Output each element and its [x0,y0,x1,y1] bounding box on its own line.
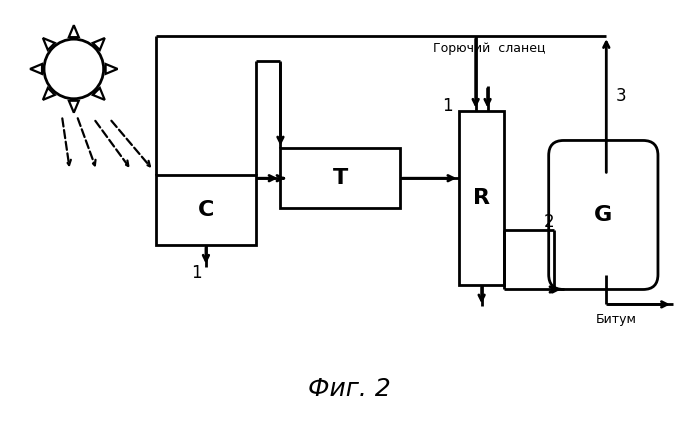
Circle shape [44,39,103,99]
Polygon shape [69,25,79,37]
Text: Битум: Битум [595,313,637,326]
FancyBboxPatch shape [549,140,658,289]
Polygon shape [43,38,55,50]
Text: 2: 2 [543,213,554,231]
Polygon shape [105,64,117,74]
Polygon shape [93,88,105,100]
Text: Горючий  сланец: Горючий сланец [433,41,545,55]
Text: Фиг. 2: Фиг. 2 [308,377,390,401]
Text: R: R [473,187,490,208]
Text: G: G [594,205,612,225]
Polygon shape [69,101,79,113]
Bar [459,111,504,285]
Text: 3: 3 [616,87,627,105]
Text: T: T [332,168,348,188]
Polygon shape [93,38,105,50]
Polygon shape [43,88,55,100]
Polygon shape [30,64,42,74]
Text: C: C [198,200,214,220]
Bar [281,148,400,208]
Text: 1: 1 [191,264,201,282]
Bar [156,175,255,245]
Text: 1: 1 [442,97,453,115]
